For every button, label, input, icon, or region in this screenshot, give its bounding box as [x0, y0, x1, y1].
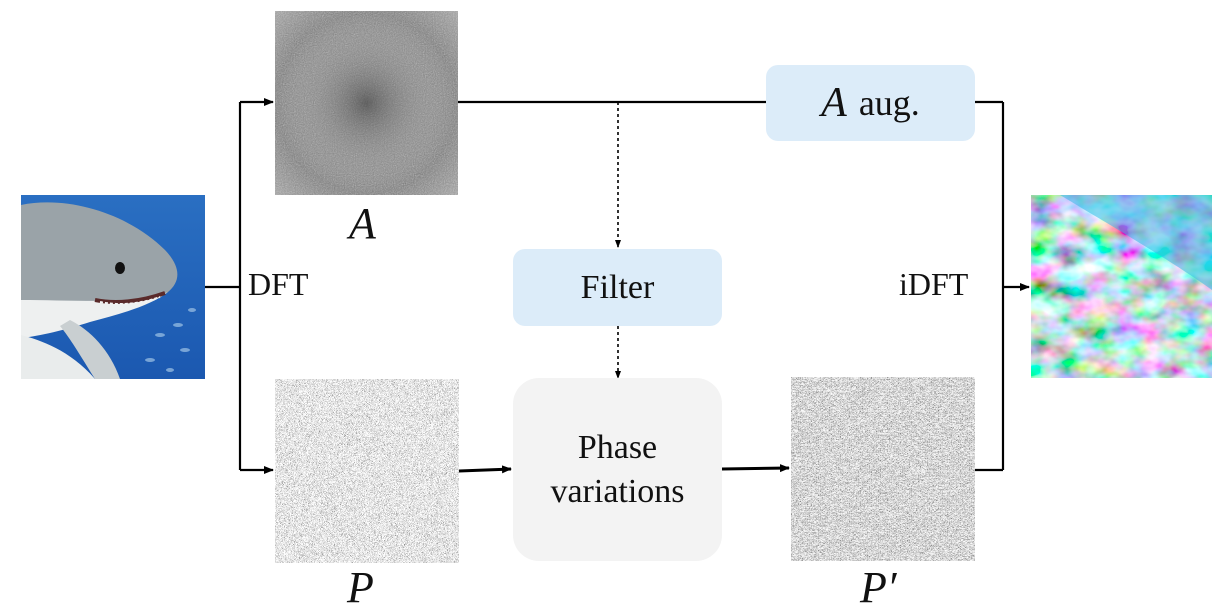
augmented-output-image — [1031, 195, 1212, 378]
phase-variations-box: Phase variations — [513, 378, 722, 561]
idft-label: iDFT — [899, 266, 969, 302]
phase-variations-line2: variations — [550, 472, 685, 510]
amplitude-augmentation-text: aug. — [858, 83, 920, 123]
amplitude-spectrum-image — [275, 11, 458, 195]
phase-label: P — [347, 563, 374, 612]
modified-phase-image — [791, 377, 975, 561]
amplitude-augmentation-box: A aug. — [766, 65, 975, 141]
phase-variations-line1: Phase — [577, 428, 658, 466]
filter-box: Filter — [513, 249, 722, 326]
phase-spectrum-image — [275, 379, 459, 563]
modified-phase-label: P′ — [860, 563, 897, 612]
filter-label: Filter — [580, 268, 655, 306]
amplitude-label: A — [349, 199, 376, 248]
amplitude-augmentation-symbol: A — [821, 80, 847, 126]
connectors — [205, 98, 1030, 474]
input-shark-image — [21, 195, 205, 379]
dft-label: DFT — [248, 266, 309, 302]
